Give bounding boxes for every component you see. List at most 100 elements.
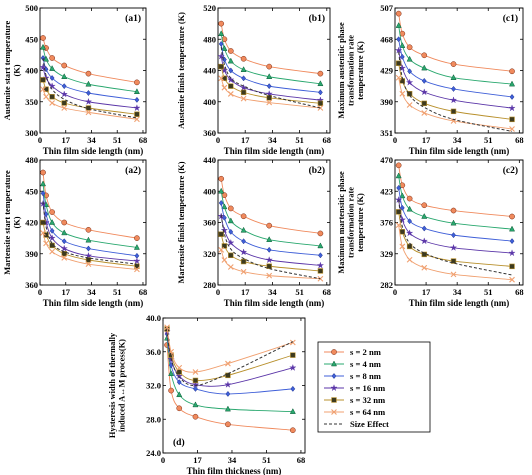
data-point: [449, 243, 458, 251]
data-point: [86, 245, 91, 252]
x-axis-label: Thin film side length (nm): [409, 298, 510, 308]
data-point: [61, 251, 67, 257]
data-point: [395, 22, 402, 28]
data-point: [49, 227, 55, 234]
data-point: [266, 63, 273, 70]
data-point: [395, 172, 402, 179]
data-point: [85, 226, 92, 233]
data-point: [227, 238, 235, 246]
series-s-64-nm: [395, 222, 515, 283]
y-tick-label: 360: [25, 280, 38, 290]
series-size-effect: [42, 57, 138, 119]
series-line: [220, 33, 321, 85]
x-tick-label: 51: [484, 135, 493, 145]
data-point: [240, 268, 247, 275]
x-tick-label: 0: [38, 287, 42, 297]
series-s-2-nm: [395, 162, 515, 220]
data-point: [316, 261, 325, 269]
panel-label: (c1): [503, 13, 518, 24]
series-s-2-nm: [40, 35, 140, 86]
y-tick-label: 450: [25, 34, 38, 44]
y-tick-label: 420: [25, 218, 38, 228]
data-point: [85, 105, 92, 111]
data-point: [85, 261, 92, 268]
data-point: [508, 249, 516, 257]
data-point: [317, 230, 324, 237]
legend-label: s = 8 nm: [350, 371, 382, 381]
data-point: [134, 266, 140, 273]
data-point: [228, 67, 234, 74]
data-point: [317, 268, 324, 274]
data-point: [399, 192, 406, 199]
data-point: [509, 213, 515, 220]
series-s-4-nm: [40, 180, 140, 250]
legend-item: s = 64 nm: [324, 407, 386, 417]
plot-frame: [217, 7, 331, 134]
data-point: [450, 207, 457, 214]
x-tick-label: 0: [393, 135, 397, 145]
series-s-16-nm: [394, 196, 516, 257]
data-point: [420, 88, 428, 96]
data-point: [221, 243, 228, 249]
data-point: [192, 413, 199, 420]
data-point: [395, 209, 402, 215]
series-s-4-nm: [40, 43, 140, 94]
series-line: [42, 232, 137, 270]
legend-item: s = 8 nm: [324, 371, 382, 381]
data-point: [134, 79, 140, 86]
y-tick-label: 360: [203, 218, 216, 228]
data-point: [218, 231, 224, 237]
legend-marker: [331, 409, 337, 415]
data-point: [509, 80, 516, 87]
series-line: [398, 225, 513, 281]
series-s-32-nm: [395, 60, 515, 123]
data-point: [290, 352, 296, 358]
series-s-32-nm: [164, 326, 296, 384]
legend-marker: [331, 397, 337, 403]
chart-panel-6: 0 17 34 51 68 282 329 376 423 470 Thin film side l…: [337, 155, 524, 308]
data-point: [85, 70, 92, 77]
data-point: [421, 52, 428, 59]
data-point: [399, 243, 406, 250]
data-point: [49, 94, 55, 100]
y-tick-label: 320: [203, 249, 216, 259]
data-point: [266, 246, 272, 253]
data-point: [60, 90, 68, 98]
data-point: [228, 83, 234, 89]
x-tick-label: 0: [393, 287, 397, 297]
y-tick-label: 423: [380, 186, 393, 196]
data-point: [508, 104, 516, 112]
series-s-8-nm: [218, 199, 323, 259]
data-point: [266, 99, 273, 106]
y-tick-label: 429: [380, 66, 393, 76]
data-point: [61, 83, 67, 90]
plot-frame: [39, 7, 147, 134]
data-point: [218, 30, 225, 37]
data-point: [133, 88, 140, 94]
x-axis-label: Thin film thickness (nm): [187, 466, 282, 475]
data-point: [239, 248, 248, 256]
data-point: [395, 222, 402, 229]
x-tick-label: 34: [453, 135, 462, 145]
data-point: [40, 190, 46, 197]
panel-label: (d): [173, 437, 185, 448]
y-tick-label: 390: [380, 97, 393, 107]
data-point: [266, 222, 273, 229]
series-line: [398, 77, 513, 130]
data-point: [133, 257, 141, 265]
legend-item: s = 4 nm: [324, 359, 382, 369]
data-point: [406, 205, 413, 212]
y-tick-label: 440: [203, 155, 216, 165]
data-point: [394, 46, 403, 54]
y-tick-label: 351: [380, 128, 393, 138]
data-point: [49, 218, 56, 225]
x-tick-label: 68: [297, 455, 306, 465]
data-point: [317, 70, 324, 77]
series-s-16-nm: [163, 327, 297, 388]
legend-marker: [331, 349, 337, 355]
data-point: [221, 45, 228, 51]
data-point: [240, 258, 247, 265]
data-point: [227, 205, 234, 212]
series-s-64-nm: [40, 230, 140, 273]
data-point: [61, 229, 68, 236]
